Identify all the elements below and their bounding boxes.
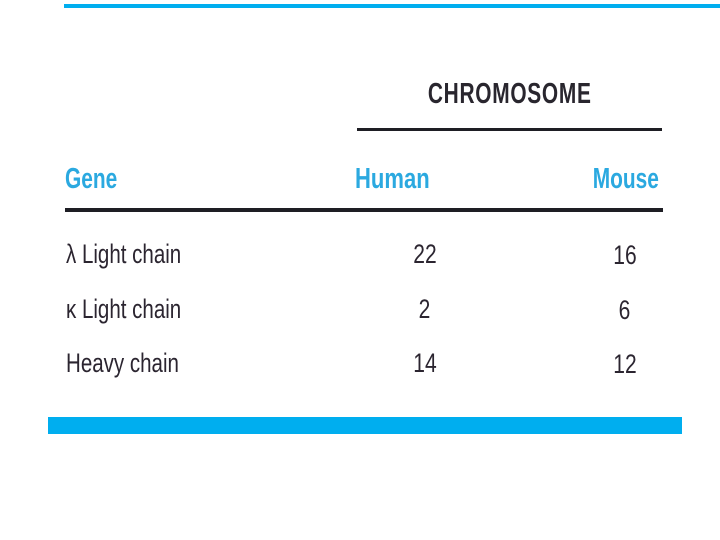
mouse-chromosome-value: 6 bbox=[619, 295, 631, 325]
human-chromosome-value: 2 bbox=[419, 294, 431, 324]
top-accent-line bbox=[64, 4, 720, 8]
column-header-human-text: Human bbox=[355, 163, 430, 195]
gene-name-text: λ Light chain bbox=[66, 239, 182, 269]
mouse-chromosome-cell: 6 bbox=[580, 297, 670, 324]
human-chromosome-cell: 22 bbox=[380, 241, 470, 268]
human-chromosome-value: 14 bbox=[413, 348, 437, 378]
column-header-gene: Gene bbox=[65, 165, 138, 194]
gene-name-text: κ Light chain bbox=[66, 294, 182, 324]
column-header-human: Human bbox=[355, 165, 453, 194]
gene-name-text: Heavy chain bbox=[66, 348, 179, 378]
header-underline bbox=[65, 208, 663, 212]
mouse-chromosome-cell: 12 bbox=[580, 351, 670, 378]
mouse-chromosome-value: 12 bbox=[613, 349, 637, 379]
column-header-mouse: Mouse bbox=[567, 163, 659, 195]
chromosome-group-header-text: CHROMOSOME bbox=[427, 78, 592, 110]
gene-name-cell: κ Light chain bbox=[66, 296, 218, 323]
human-chromosome-cell: 2 bbox=[380, 296, 470, 323]
column-header-gene-text: Gene bbox=[65, 163, 118, 195]
gene-name-cell: Heavy chain bbox=[66, 350, 215, 377]
human-chromosome-value: 22 bbox=[413, 239, 437, 269]
column-header-mouse-text: Mouse bbox=[592, 163, 659, 195]
mouse-chromosome-cell: 16 bbox=[580, 242, 670, 269]
gene-name-cell: λ Light chain bbox=[66, 241, 218, 268]
chromosome-group-header: CHROMOSOME bbox=[357, 80, 662, 109]
bottom-accent-bar bbox=[48, 417, 682, 434]
chromosome-underline bbox=[357, 128, 662, 131]
mouse-chromosome-value: 16 bbox=[613, 240, 637, 270]
human-chromosome-cell: 14 bbox=[380, 350, 470, 377]
